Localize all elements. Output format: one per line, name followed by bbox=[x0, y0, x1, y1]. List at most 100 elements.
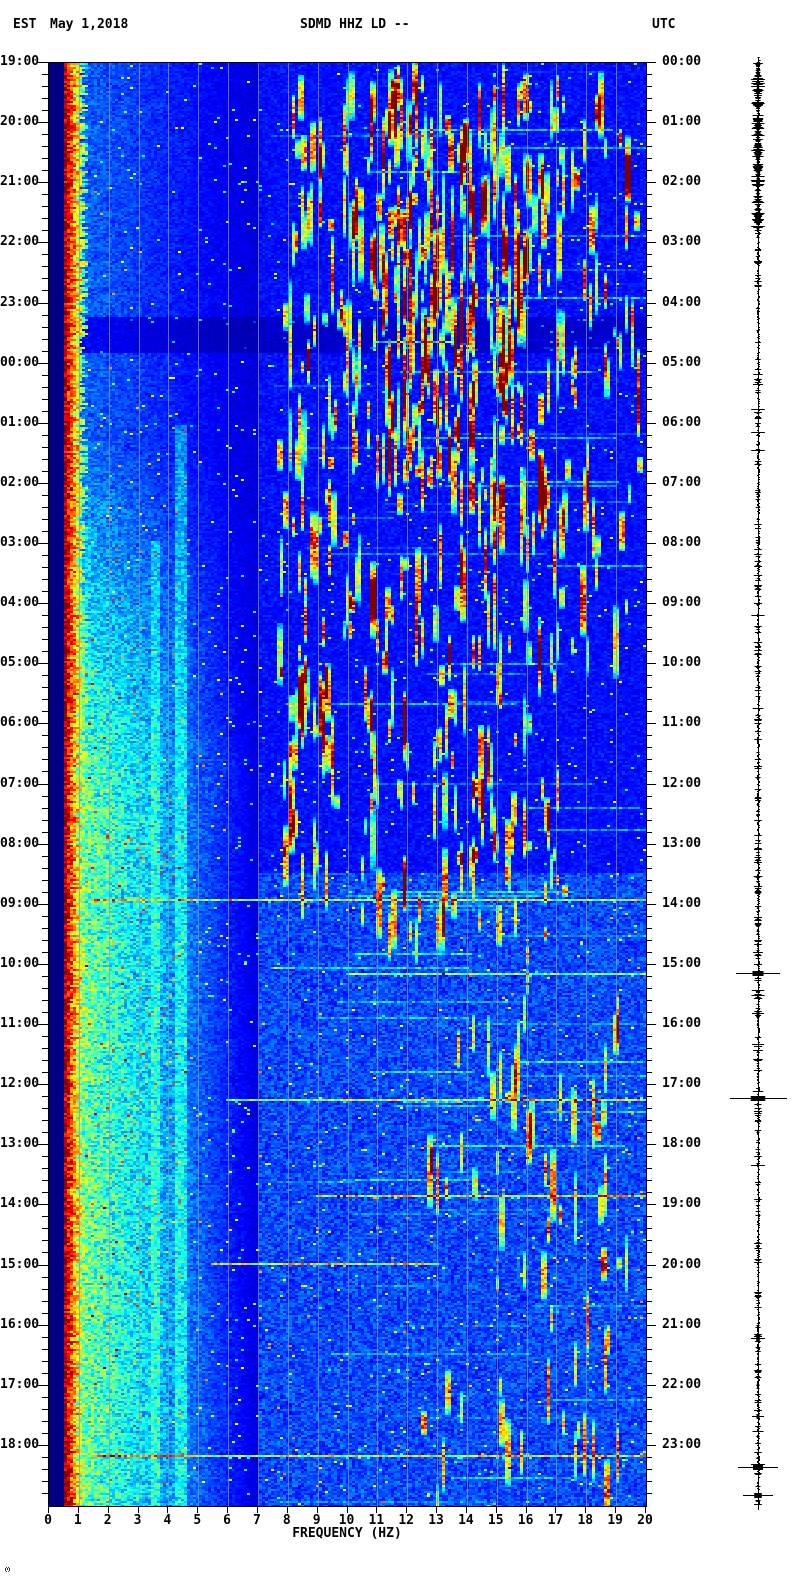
y-tick-major-right bbox=[646, 543, 656, 544]
x-tick bbox=[167, 1506, 169, 1513]
y-tick-major-right bbox=[646, 1444, 656, 1446]
freq-tick-label: 18 bbox=[577, 1513, 594, 1528]
y-tick-major-right bbox=[646, 1384, 656, 1386]
timezone-right-label: UTC bbox=[652, 17, 676, 32]
right-time-label: 23:00 bbox=[662, 1436, 702, 1452]
y-tick-major-left bbox=[38, 302, 48, 304]
y-tick-major-left bbox=[38, 242, 48, 244]
right-time-label: 11:00 bbox=[662, 715, 702, 731]
left-time-label: 07:00 bbox=[0, 775, 40, 791]
right-time-label: 21:00 bbox=[662, 1316, 702, 1332]
x-tick bbox=[286, 1506, 288, 1513]
right-time-label: 01:00 bbox=[662, 114, 702, 130]
freq-tick-label: 19 bbox=[607, 1513, 623, 1528]
station-title: SDMD HHZ LD -- bbox=[300, 17, 410, 32]
right-time-label: 16:00 bbox=[662, 1016, 702, 1031]
right-time-label: 18:00 bbox=[662, 1136, 702, 1152]
left-time-label: 23:00 bbox=[0, 294, 40, 310]
left-time-label: 16:00 bbox=[0, 1316, 40, 1332]
y-tick-major-left bbox=[38, 1384, 48, 1386]
y-tick-major-left bbox=[38, 482, 48, 484]
left-time-label: 03:00 bbox=[0, 535, 40, 550]
seismogram-trace-canvas bbox=[730, 55, 788, 1512]
x-tick bbox=[197, 1506, 199, 1513]
x-tick bbox=[48, 1506, 49, 1513]
y-tick-major-right bbox=[646, 783, 656, 785]
spectrogram-canvas bbox=[49, 63, 646, 1506]
y-tick-major-right bbox=[646, 122, 656, 124]
y-tick-major-left bbox=[38, 422, 48, 424]
x-tick bbox=[645, 1506, 646, 1513]
corner-artifact-mark bbox=[5, 1568, 6, 1569]
y-tick-major-left bbox=[38, 1144, 48, 1146]
y-tick-major-right bbox=[646, 603, 656, 605]
freq-tick-label: 4 bbox=[163, 1513, 172, 1528]
date-label: May 1,2018 bbox=[50, 17, 129, 32]
x-tick bbox=[107, 1506, 109, 1513]
left-time-label: 01:00 bbox=[0, 414, 40, 430]
freq-tick-label: 14 bbox=[458, 1513, 474, 1528]
freq-tick-label: 16 bbox=[517, 1513, 534, 1528]
right-time-label: 07:00 bbox=[662, 474, 702, 490]
y-tick-major-left bbox=[38, 1024, 48, 1025]
freq-tick-label: 6 bbox=[223, 1513, 231, 1528]
y-tick-major-left bbox=[38, 122, 48, 124]
right-time-label: 06:00 bbox=[662, 414, 702, 430]
left-time-label: 14:00 bbox=[0, 1196, 40, 1212]
left-time-label: 13:00 bbox=[0, 1136, 40, 1152]
right-time-label: 03:00 bbox=[662, 234, 702, 250]
x-tick bbox=[555, 1506, 557, 1513]
right-time-label: 09:00 bbox=[662, 595, 702, 611]
right-time-label: 08:00 bbox=[662, 535, 702, 550]
x-tick bbox=[376, 1506, 378, 1513]
x-tick bbox=[436, 1506, 438, 1513]
right-time-label: 10:00 bbox=[662, 655, 702, 671]
right-time-label: 13:00 bbox=[662, 835, 702, 851]
right-time-label: 20:00 bbox=[662, 1256, 702, 1272]
timezone-left-label: EST bbox=[13, 17, 37, 32]
left-time-label: 15:00 bbox=[0, 1256, 40, 1272]
freq-tick-label: 20 bbox=[637, 1513, 653, 1528]
y-tick-major-right bbox=[646, 723, 656, 725]
x-tick bbox=[346, 1506, 348, 1513]
y-tick-major-right bbox=[646, 963, 656, 965]
x-tick bbox=[615, 1506, 617, 1513]
y-tick-major-right bbox=[646, 843, 656, 845]
right-time-label: 17:00 bbox=[662, 1076, 702, 1092]
y-tick-major-right bbox=[646, 1144, 656, 1146]
right-time-label: 12:00 bbox=[662, 775, 702, 791]
right-time-label: 19:00 bbox=[662, 1196, 702, 1212]
left-time-label: 20:00 bbox=[0, 114, 40, 130]
y-tick-major-left bbox=[38, 182, 48, 184]
y-tick-major-right bbox=[646, 1204, 656, 1206]
x-tick bbox=[406, 1506, 408, 1513]
left-time-label: 18:00 bbox=[0, 1436, 40, 1452]
spectrogram-plot-area bbox=[48, 62, 647, 1507]
left-time-label: 22:00 bbox=[0, 234, 40, 250]
left-time-label: 12:00 bbox=[0, 1076, 40, 1092]
x-tick bbox=[137, 1506, 139, 1513]
left-time-label: 09:00 bbox=[0, 895, 40, 911]
y-tick-major-right bbox=[646, 482, 656, 484]
y-tick-major-right bbox=[646, 62, 656, 63]
right-time-label: 14:00 bbox=[662, 895, 702, 911]
freq-tick-label: 2 bbox=[103, 1513, 112, 1528]
y-tick-major-left bbox=[38, 1084, 48, 1086]
y-tick-major-right bbox=[646, 1324, 656, 1326]
x-tick bbox=[495, 1506, 497, 1513]
left-time-label: 21:00 bbox=[0, 174, 40, 190]
left-time-label: 10:00 bbox=[0, 955, 40, 971]
y-tick-major-left bbox=[38, 62, 48, 63]
y-tick-major-right bbox=[646, 1264, 656, 1266]
x-tick bbox=[77, 1506, 79, 1513]
right-time-label: 15:00 bbox=[662, 955, 702, 971]
y-tick-major-right bbox=[646, 663, 656, 665]
left-time-label: 04:00 bbox=[0, 595, 40, 611]
left-time-label: 06:00 bbox=[0, 715, 40, 731]
y-tick-major-left bbox=[38, 963, 48, 965]
x-tick bbox=[585, 1506, 587, 1513]
right-time-label: 00:00 bbox=[662, 54, 702, 69]
y-tick-major-left bbox=[38, 1204, 48, 1206]
freq-tick-label: 5 bbox=[193, 1513, 202, 1528]
